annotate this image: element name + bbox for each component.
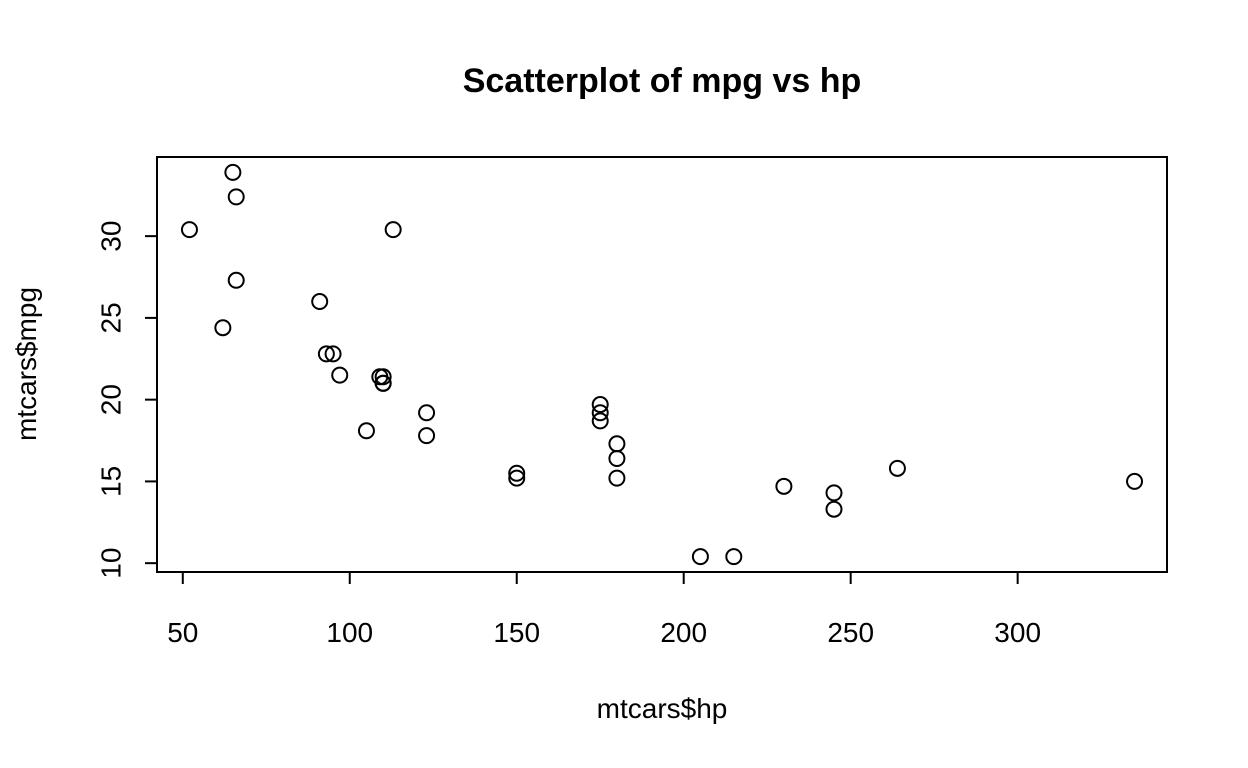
y-axis-label: mtcars$mpg [11, 287, 42, 441]
data-point [608, 469, 626, 487]
y-axis: 10 15 20 25 30 [96, 221, 158, 579]
data-point [591, 396, 609, 414]
data-points [180, 163, 1144, 566]
data-point [508, 469, 526, 487]
data-point [691, 548, 709, 566]
data-point [357, 422, 375, 440]
data-point [384, 221, 402, 239]
data-point [825, 500, 843, 518]
x-tick-label: 150 [493, 617, 540, 648]
data-point [825, 484, 843, 502]
data-point [1126, 472, 1144, 490]
y-tick-label: 20 [96, 384, 127, 415]
data-point [227, 188, 245, 206]
data-point [591, 412, 609, 430]
data-point [227, 271, 245, 289]
x-tick-label: 100 [326, 617, 373, 648]
x-axis: 50 100 150 200 250 300 [167, 571, 1041, 648]
y-tick-label: 30 [96, 221, 127, 252]
data-point [608, 435, 626, 453]
data-point [725, 548, 743, 566]
data-point [180, 221, 198, 239]
x-axis-label: mtcars$hp [597, 693, 728, 724]
plot-frame [156, 156, 1168, 573]
y-tick-label: 25 [96, 302, 127, 333]
x-tick-label: 300 [994, 617, 1041, 648]
chart-title: Scatterplot of mpg vs hp [463, 62, 862, 100]
data-point [591, 404, 609, 422]
data-point [224, 163, 242, 181]
data-point [214, 319, 232, 337]
x-tick-label: 200 [660, 617, 707, 648]
data-point [888, 459, 906, 477]
data-point [508, 464, 526, 482]
data-point [311, 293, 329, 311]
y-tick-label: 15 [96, 466, 127, 497]
data-point [371, 368, 389, 386]
data-point [418, 404, 436, 422]
data-point [418, 427, 436, 445]
data-point [324, 345, 342, 363]
x-tick-label: 250 [827, 617, 874, 648]
data-point [317, 345, 335, 363]
data-point [331, 366, 349, 384]
y-tick-label: 10 [96, 548, 127, 579]
x-tick-label: 50 [167, 617, 198, 648]
data-point [775, 477, 793, 495]
data-point [608, 450, 626, 468]
